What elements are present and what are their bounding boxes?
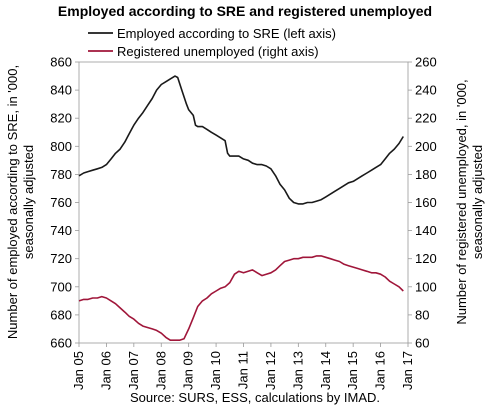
x-tick-label: Jan 06: [98, 351, 113, 390]
series-line-employed: [78, 75, 404, 205]
x-tick-label: Jan 16: [373, 351, 388, 390]
x-tick-label: Jan 17: [400, 351, 415, 390]
legend: Employed according to SRE (left axis) Re…: [88, 26, 336, 59]
x-tick-label: Jan 05: [71, 351, 86, 390]
left-tick-label: 860: [50, 55, 72, 70]
series-line-unemployed: [78, 255, 404, 341]
x-axis: Jan 05 Jan 06 Jan 07 Jan 08 Jan 09 Jan 10 Jan …: [71, 343, 415, 390]
x-tick-label: Jan 15: [345, 351, 360, 390]
left-tick-label: 720: [50, 251, 72, 266]
right-axis-label-line2: seasonally adjusted: [470, 145, 485, 259]
left-tick-label: 700: [50, 279, 72, 294]
source-note: Source: SURS, ESS, calculations by IMAD.: [130, 390, 380, 405]
x-tick-label: Jan 07: [126, 351, 141, 390]
left-tick-label: 820: [50, 111, 72, 126]
right-axis: 60 80 100 120 140 160 180 200 220 240 260: [408, 55, 437, 351]
right-tick-label: 200: [415, 139, 437, 154]
legend-label-employed: Employed according to SRE (left axis): [117, 26, 336, 41]
left-tick-label: 660: [50, 336, 72, 351]
left-axis-label-line2: seasonally adjusted: [21, 145, 36, 259]
right-tick-label: 220: [415, 111, 437, 126]
x-tick-label: Jan 09: [181, 351, 196, 390]
right-tick-label: 140: [415, 223, 437, 238]
x-tick-label: Jan 11: [236, 351, 251, 389]
right-tick-label: 100: [415, 279, 437, 294]
x-tick-label: Jan 14: [318, 351, 333, 390]
x-tick-label: Jan 12: [263, 351, 278, 390]
chart-title: Employed according to SRE and registered…: [58, 3, 432, 19]
right-tick-label: 260: [415, 55, 437, 70]
right-tick-label: 120: [415, 251, 437, 266]
left-tick-label: 800: [50, 139, 72, 154]
left-tick-label: 780: [50, 167, 72, 182]
plot-area: [78, 61, 409, 344]
left-axis: 660 680 700 720 740 760 780 800 820 840 860: [50, 55, 79, 351]
right-tick-label: 180: [415, 167, 437, 182]
left-axis-label-line1: Number of employed according to SRE, in …: [5, 65, 20, 339]
x-tick-label: Jan 13: [290, 351, 305, 390]
right-tick-label: 60: [415, 336, 429, 351]
left-tick-label: 740: [50, 223, 72, 238]
left-tick-label: 680: [50, 307, 72, 322]
x-tick-label: Jan 10: [208, 351, 223, 390]
left-tick-label: 760: [50, 195, 72, 210]
right-tick-label: 160: [415, 195, 437, 210]
right-axis-label-line1: Number of registered unemployed, in '000…: [454, 79, 469, 324]
right-tick-label: 80: [415, 307, 429, 322]
right-tick-label: 240: [415, 83, 437, 98]
left-tick-label: 840: [50, 83, 72, 98]
legend-label-unemployed: Registered unemployed (right axis): [117, 44, 319, 59]
x-tick-label: Jan 08: [153, 351, 168, 390]
